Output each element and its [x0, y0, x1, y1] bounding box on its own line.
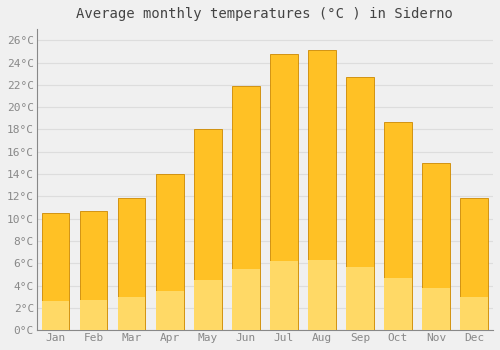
- Bar: [156, 291, 184, 330]
- Bar: [80, 300, 108, 330]
- Bar: [118, 197, 146, 330]
- Bar: [232, 269, 260, 330]
- Bar: [194, 130, 222, 330]
- Bar: [270, 54, 297, 330]
- Bar: [118, 297, 146, 330]
- Bar: [80, 211, 108, 330]
- Bar: [308, 50, 336, 330]
- Bar: [270, 261, 297, 330]
- Bar: [42, 301, 70, 330]
- Bar: [384, 122, 411, 330]
- Bar: [194, 280, 222, 330]
- Bar: [232, 86, 260, 330]
- Bar: [42, 213, 70, 330]
- Bar: [384, 278, 411, 330]
- Bar: [156, 174, 184, 330]
- Bar: [460, 297, 487, 330]
- Title: Average monthly temperatures (°C ) in Siderno: Average monthly temperatures (°C ) in Si…: [76, 7, 454, 21]
- Bar: [422, 163, 450, 330]
- Bar: [346, 77, 374, 330]
- Bar: [422, 288, 450, 330]
- Bar: [346, 267, 374, 330]
- Bar: [308, 260, 336, 330]
- Bar: [460, 197, 487, 330]
